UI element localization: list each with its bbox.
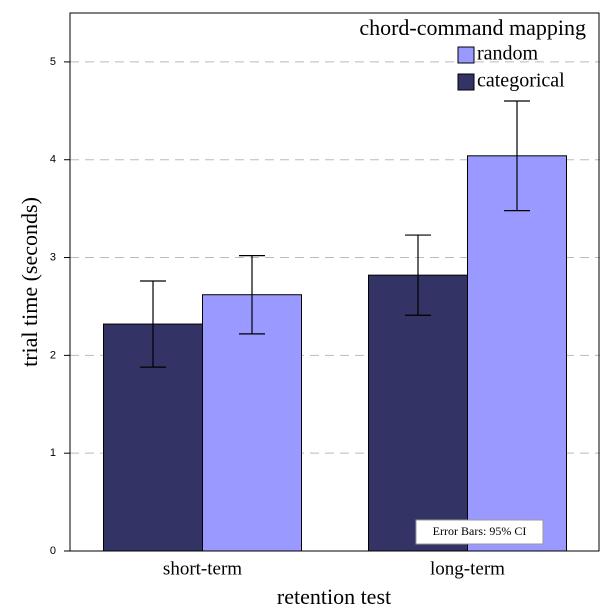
bar <box>467 155 567 552</box>
annotation: Error Bars: 95% CI <box>433 524 527 538</box>
legend-label: categorical <box>477 70 565 92</box>
y-axis-title: trial time (seconds) <box>17 197 42 367</box>
x-tick-label: short-term <box>163 558 242 579</box>
y-tick-label: 1 <box>50 447 56 459</box>
bar <box>202 294 302 552</box>
y-tick-label: 3 <box>50 251 56 263</box>
x-axis-title: retention test <box>277 584 391 609</box>
legend-swatch <box>457 46 475 64</box>
legend-swatch <box>457 73 475 91</box>
x-tick-label: long-term <box>430 558 505 579</box>
y-tick-label: 4 <box>50 154 56 166</box>
legend-label: random <box>477 43 539 65</box>
plot-frame <box>69 12 600 552</box>
legend-title: chord-command mapping <box>359 15 586 40</box>
annotation-box <box>415 519 544 545</box>
bar <box>368 274 468 552</box>
y-tick-label: 2 <box>50 349 56 361</box>
y-tick-label: 0 <box>50 545 56 557</box>
y-tick-label: 5 <box>50 56 56 68</box>
